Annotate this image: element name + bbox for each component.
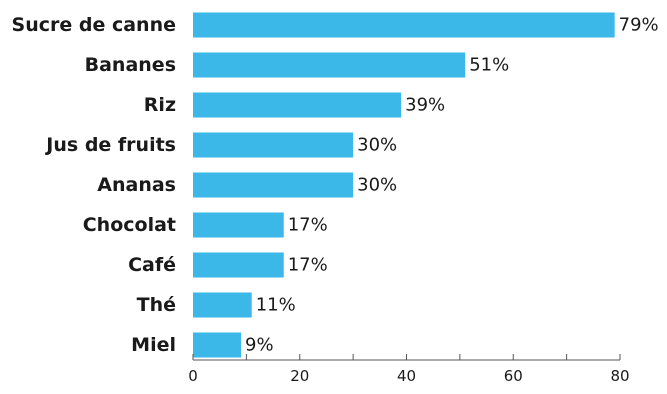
x-tick-label: 80 (610, 367, 629, 385)
bar-8 (193, 332, 242, 358)
category-label: Chocolat (83, 214, 176, 236)
value-label: 79% (619, 15, 659, 36)
value-label: 9% (245, 335, 274, 356)
value-labels: 79% 51% 39% 30% 30% 17% 17% 11% 9% (245, 15, 659, 356)
bar-3 (193, 132, 354, 158)
category-label: Miel (131, 334, 176, 356)
bar-7 (193, 292, 252, 318)
x-tick-label: 60 (504, 367, 523, 385)
value-label: 11% (256, 295, 296, 316)
bar-4 (193, 172, 354, 198)
category-label: Ananas (97, 174, 176, 196)
value-label: 51% (469, 55, 509, 76)
bar-0 (193, 12, 615, 38)
x-axis: 0 20 40 60 80 (188, 354, 630, 385)
value-label: 17% (288, 215, 328, 236)
category-label: Sucre de canne (12, 14, 176, 36)
value-label: 30% (357, 135, 397, 156)
x-tick-label: 0 (188, 367, 198, 385)
value-label: 30% (357, 175, 397, 196)
value-label: 17% (288, 255, 328, 276)
value-label: 39% (405, 95, 445, 116)
category-label: Café (128, 254, 176, 276)
category-labels: Sucre de canne Bananes Riz Jus de fruits Ana… (12, 14, 176, 356)
bar-2 (193, 92, 402, 118)
category-label: Riz (144, 94, 176, 116)
category-label: Jus de fruits (44, 134, 176, 156)
category-label: Thé (137, 294, 176, 316)
x-tick-label: 20 (290, 367, 309, 385)
bar-5 (193, 212, 284, 238)
bar-6 (193, 252, 284, 278)
bar-1 (193, 52, 466, 78)
x-tick-label: 40 (397, 367, 416, 385)
bars-layer (193, 12, 615, 358)
category-label: Bananes (85, 54, 176, 76)
